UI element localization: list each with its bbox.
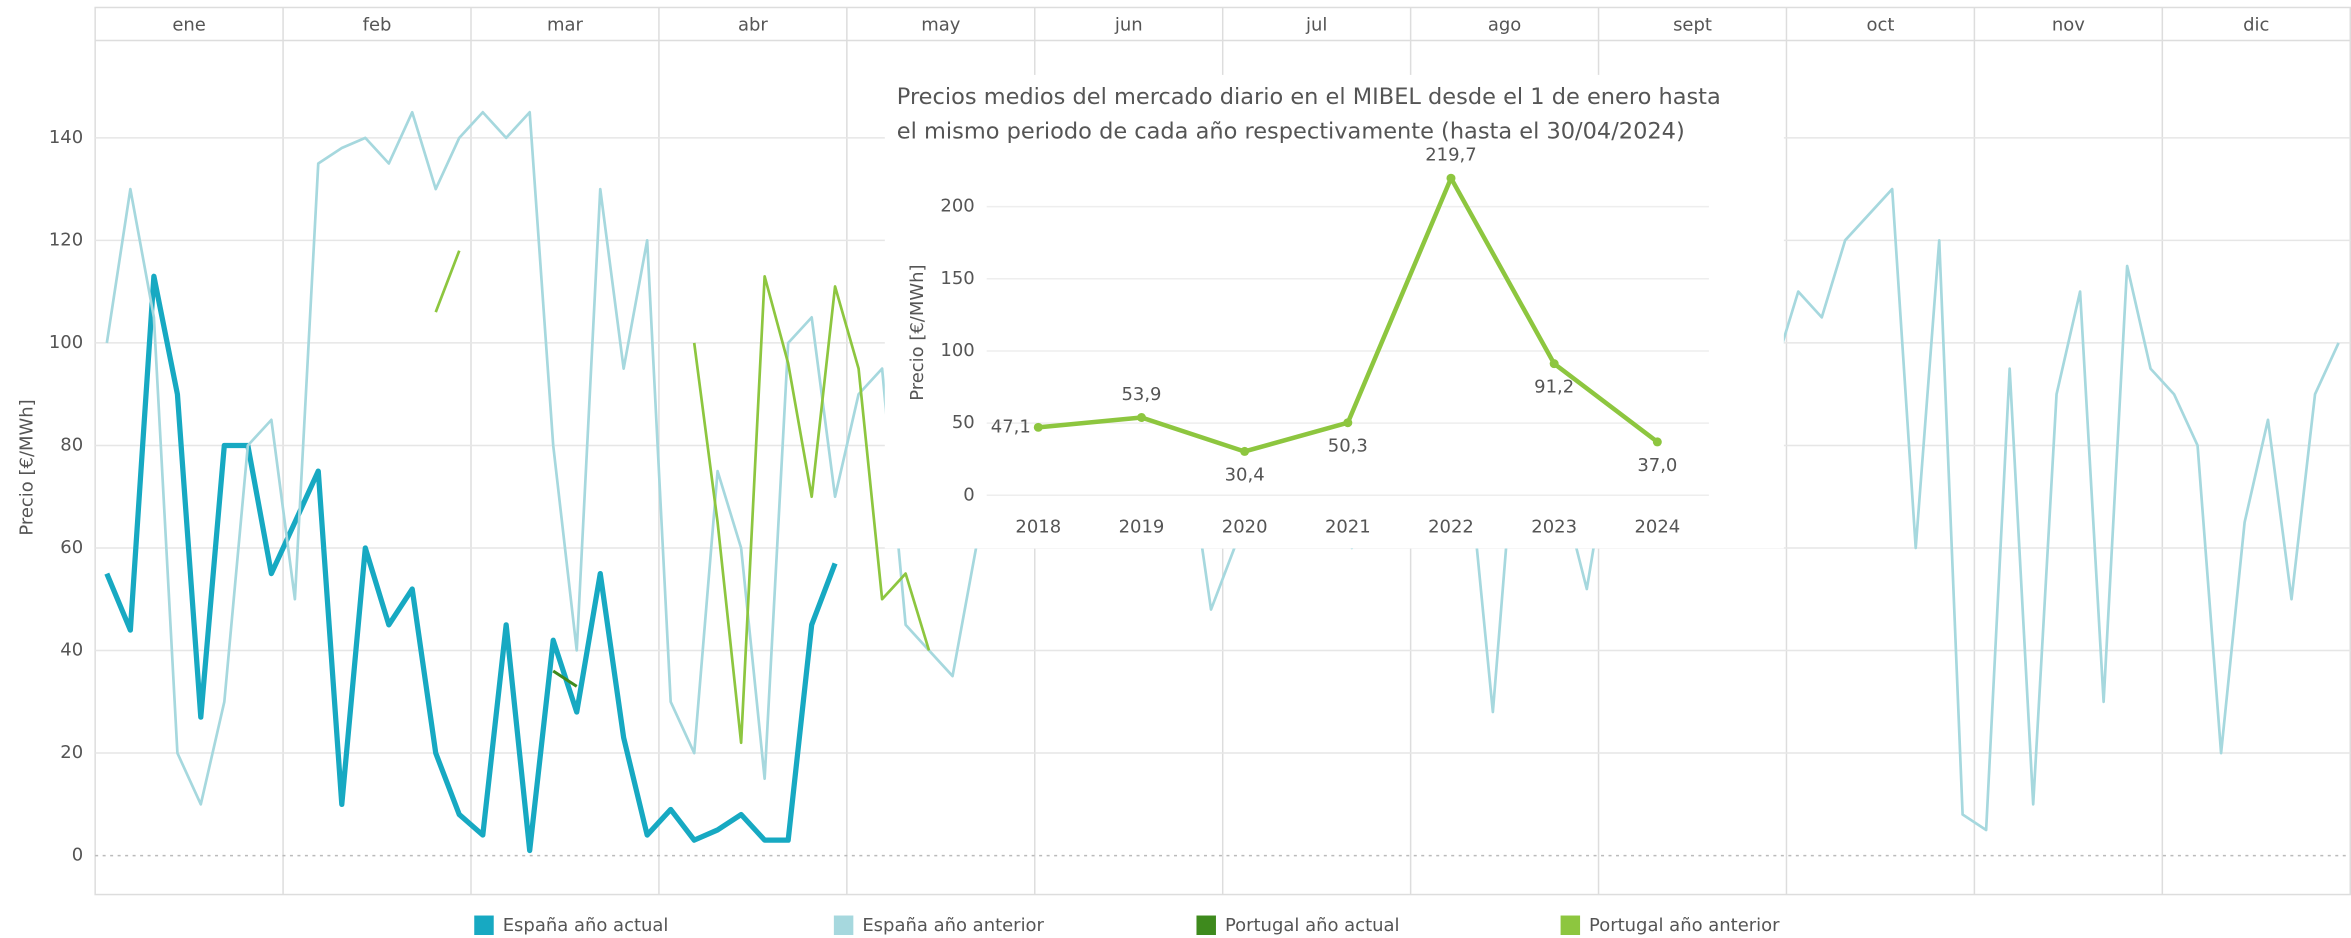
y-tick-label: 0 [963, 484, 974, 505]
value-label: 53,9 [1121, 384, 1161, 405]
legend-label: Portugal año actual [1225, 915, 1400, 936]
legend-label: España año anterior [862, 915, 1044, 936]
value-label: 219,7 [1425, 145, 1476, 166]
month-label: may [921, 14, 961, 35]
x-tick-label: 2023 [1531, 516, 1577, 537]
x-tick-label: 2022 [1428, 516, 1474, 537]
series-line [104, 273, 838, 854]
point [1652, 437, 1662, 447]
y-axis-label: Precio [€/MWh] [907, 264, 928, 400]
series-line [105, 110, 2340, 832]
value-label: 47,1 [991, 416, 1031, 437]
value-label: 91,2 [1534, 377, 1574, 398]
series-line [552, 669, 578, 688]
month-label: ene [172, 14, 206, 35]
x-tick-label: 2020 [1222, 516, 1268, 537]
x-tick-label: 2021 [1325, 516, 1371, 537]
month-label: abr [738, 14, 768, 35]
legend-label: España año actual [503, 915, 669, 936]
y-tick-label: 0 [72, 845, 83, 866]
point [1446, 173, 1456, 183]
y-tick-label: 100 [940, 340, 974, 361]
y-tick-label: 50 [952, 412, 975, 433]
month-label: sept [1673, 14, 1712, 35]
y-tick-label: 200 [940, 196, 974, 217]
month-label: feb [363, 14, 392, 35]
month-label: jul [1305, 14, 1327, 35]
y-tick-label: 20 [60, 742, 83, 763]
month-label: oct [1866, 14, 1894, 35]
y-tick-label: 60 [60, 537, 83, 558]
x-tick-label: 2018 [1015, 516, 1061, 537]
point [1549, 359, 1559, 369]
legend-label: Portugal año anterior [1589, 915, 1780, 936]
inset-panel [884, 74, 1784, 549]
point [1240, 446, 1250, 456]
y-tick-label: 80 [60, 434, 83, 455]
point [1033, 422, 1043, 432]
legend-swatch [1196, 915, 1216, 936]
month-label: ago [1488, 14, 1521, 35]
y-tick-label: 40 [60, 640, 83, 661]
inset-title: el mismo periodo de cada año respectivam… [897, 118, 1685, 144]
month-label: mar [547, 14, 584, 35]
y-tick-label: 140 [49, 127, 83, 148]
y-tick-label: 150 [940, 268, 974, 289]
value-label: 37,0 [1637, 455, 1677, 476]
point [1136, 413, 1146, 422]
month-label: nov [2052, 14, 2085, 35]
value-label: 50,3 [1328, 436, 1368, 457]
legend-swatch [1560, 915, 1581, 936]
legend-swatch [833, 915, 854, 936]
x-tick-label: 2024 [1634, 516, 1680, 537]
y-tick-label: 100 [49, 332, 83, 353]
legend-swatch [474, 915, 494, 936]
value-label: 30,4 [1225, 464, 1265, 485]
x-tick-label: 2019 [1119, 516, 1165, 537]
inset-title: Precios medios del mercado diario en el … [897, 84, 1721, 110]
month-label: jun [1114, 14, 1143, 35]
point [1343, 418, 1353, 428]
y-axis-label: Precio [€/MWh] [17, 399, 38, 535]
y-tick-label: 120 [49, 229, 83, 250]
month-label: dic [2243, 14, 2269, 35]
series-line [434, 250, 931, 745]
